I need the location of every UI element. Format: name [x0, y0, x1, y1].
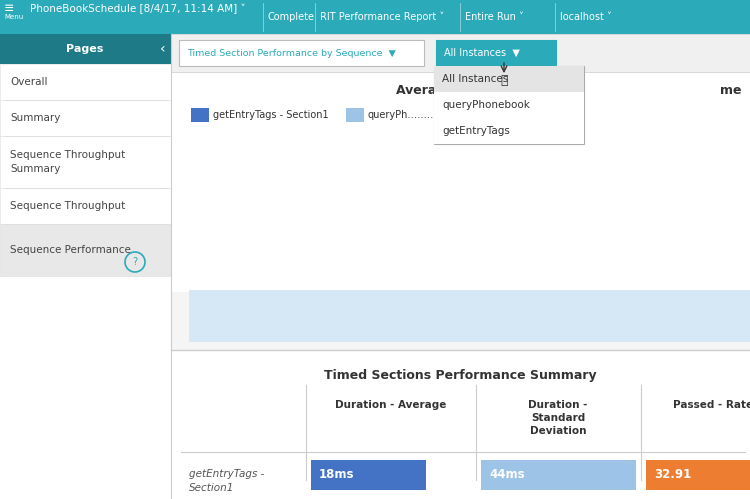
Text: getEntryTags - Section1: getEntryTags - Section1 [213, 110, 328, 120]
Text: Sequence Performance: Sequence Performance [10, 245, 130, 255]
Text: Timed Sections Performance Summary: Timed Sections Performance Summary [324, 369, 596, 383]
Bar [171, 34, 750, 499]
Text: queryPh…………………: queryPh………………… [368, 110, 477, 120]
Text: queryPhonebook: queryPhonebook [442, 100, 530, 110]
Text: 100 Users: 100 Users [473, 147, 525, 157]
Text: ?: ? [133, 257, 137, 267]
Bar [0, 34, 171, 64]
Bar [171, 34, 750, 72]
Text: 44ms: 44ms [489, 469, 525, 482]
Text: 𝓘: 𝓘 [500, 74, 508, 87]
Bar [646, 460, 750, 490]
Bar [171, 72, 750, 292]
Bar [434, 66, 584, 92]
Text: Duration - Average: Duration - Average [335, 400, 447, 410]
Text: Overall: Overall [10, 77, 47, 87]
Text: getEntryTags: getEntryTags [442, 126, 510, 136]
Bar [0, 0, 750, 34]
Text: Sequence Throughput
Summary: Sequence Throughput Summary [10, 150, 125, 174]
Text: Duration -
Standard
Deviation: Duration - Standard Deviation [528, 400, 588, 437]
Text: Average Timed Se: Average Timed Se [397, 83, 524, 96]
Bar [434, 92, 584, 118]
Text: localhost ˅: localhost ˅ [560, 12, 612, 22]
Text: 32.91: 32.91 [654, 469, 692, 482]
Text: All Instances  ▼: All Instances ▼ [444, 48, 520, 58]
Bar [330, 127, 652, 267]
Text: milliseconds: milliseconds [162, 132, 172, 192]
Text: RIT Performance Report ˅: RIT Performance Report ˅ [320, 12, 444, 22]
Bar [311, 460, 426, 490]
Bar [0, 100, 171, 136]
Bar [189, 290, 203, 342]
Text: Menu: Menu [4, 14, 23, 20]
Bar [179, 40, 424, 66]
Text: Passed - Rate: Passed - Rate [673, 400, 750, 410]
Text: Complete: Complete [268, 12, 315, 22]
Text: getEntryTags -
Section1: getEntryTags - Section1 [189, 469, 264, 493]
Text: Entire Run ˅: Entire Run ˅ [465, 12, 524, 22]
Text: PhoneBookSchedule [8/4/17, 11:14 AM] ˅: PhoneBookSchedule [8/4/17, 11:14 AM] ˅ [30, 4, 246, 14]
Text: me: me [720, 83, 742, 96]
Text: All Instances: All Instances [442, 74, 509, 84]
Bar [481, 460, 636, 490]
Bar [346, 108, 364, 122]
Bar [0, 136, 171, 188]
Text: seconds: seconds [743, 284, 750, 294]
Bar [0, 224, 171, 276]
Bar [434, 118, 584, 144]
Bar [171, 350, 750, 499]
Text: ≡: ≡ [4, 2, 14, 15]
Bar [434, 66, 584, 144]
Text: 18ms: 18ms [319, 469, 355, 482]
Bar [0, 64, 171, 100]
Bar [191, 108, 209, 122]
Text: Timed Section Performance by Sequence  ▼: Timed Section Performance by Sequence ▼ [187, 48, 396, 57]
Text: Pages: Pages [66, 44, 104, 54]
Text: Sequence Throughput: Sequence Throughput [10, 201, 125, 211]
Bar [436, 40, 556, 66]
Text: ‹: ‹ [160, 42, 166, 56]
Bar [0, 188, 171, 224]
Bar [189, 290, 750, 342]
Text: Summary: Summary [10, 113, 60, 123]
